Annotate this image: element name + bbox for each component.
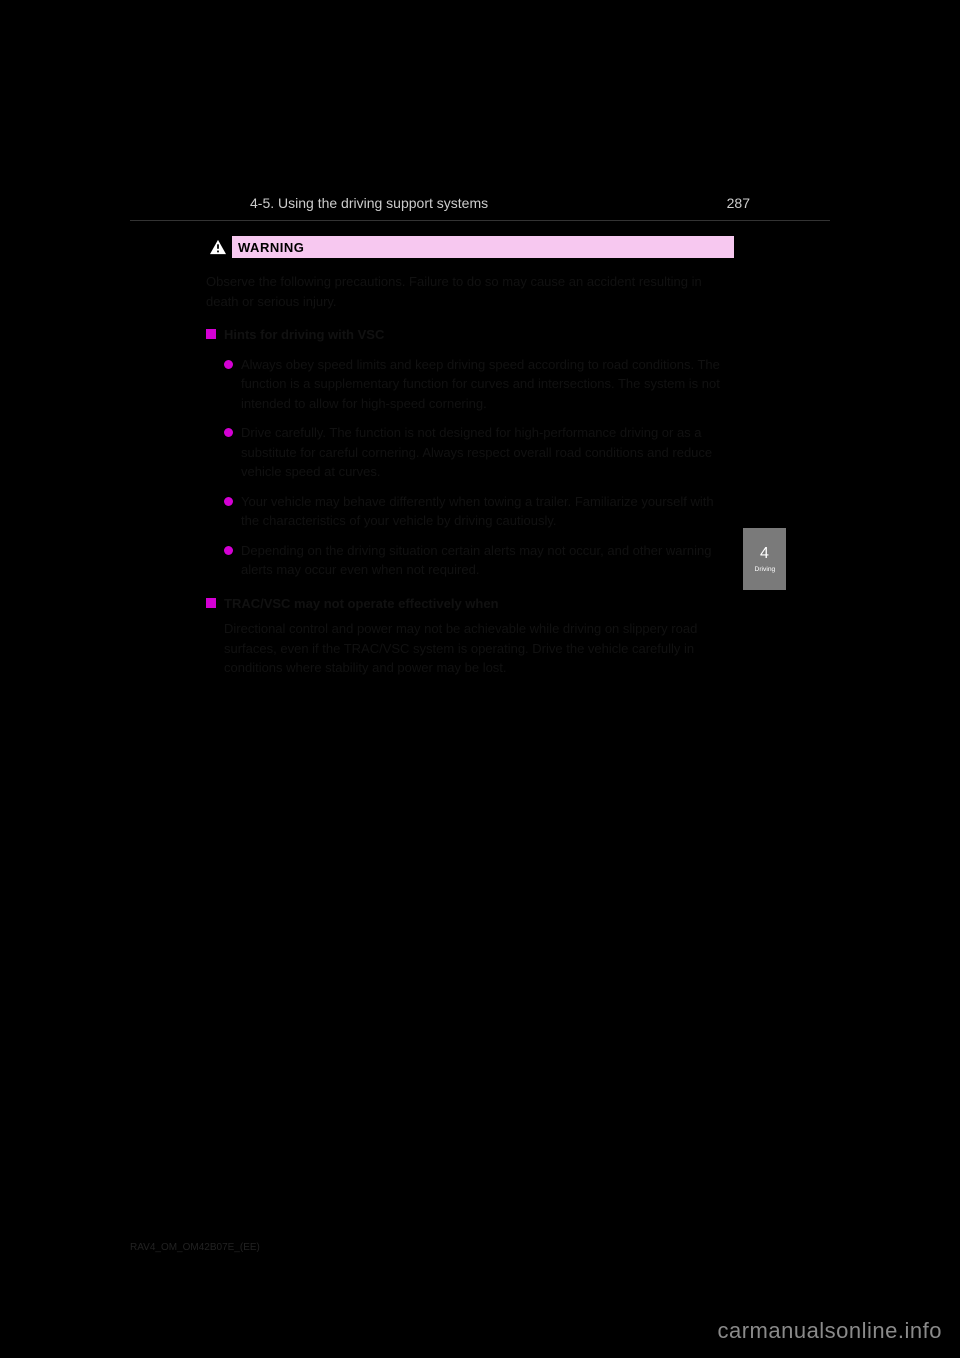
watermark-text: carmanualsonline.info [717, 1318, 942, 1344]
square-bullet-icon [206, 329, 216, 339]
chapter-tab: 4 Driving [743, 528, 786, 590]
section-title: TRAC/VSC may not operate effectively whe… [224, 594, 499, 614]
section-body: Directional control and power may not be… [224, 619, 730, 678]
page-number: 287 [727, 195, 750, 211]
warning-icon [204, 236, 232, 258]
chapter-number: 4 [760, 545, 769, 563]
bullet-item: Depending on the driving situation certa… [206, 541, 730, 580]
bullet-item: Drive carefully. The function is not des… [206, 423, 730, 482]
bullet-text: Depending on the driving situation certa… [241, 541, 730, 580]
square-bullet-icon [206, 598, 216, 608]
round-bullet-icon [224, 428, 233, 437]
bullet-text: Your vehicle may behave differently when… [241, 492, 730, 531]
warning-banner: WARNING [204, 236, 734, 258]
manual-page: 287 4-5. Using the driving support syste… [0, 0, 960, 1358]
chapter-label: Driving [754, 566, 775, 573]
warning-label: WARNING [238, 240, 304, 255]
warning-content: Observe the following precautions. Failu… [206, 272, 730, 678]
section-title: Hints for driving with VSC [224, 325, 384, 345]
bullet-text: Always obey speed limits and keep drivin… [241, 355, 730, 414]
round-bullet-icon [224, 497, 233, 506]
round-bullet-icon [224, 360, 233, 369]
intro-paragraph: Observe the following precautions. Failu… [206, 272, 730, 311]
section-reference: 4-5. Using the driving support systems [250, 195, 488, 211]
bullet-item: Always obey speed limits and keep drivin… [206, 355, 730, 414]
header-divider [130, 220, 830, 221]
round-bullet-icon [224, 546, 233, 555]
bullet-item: Your vehicle may behave differently when… [206, 492, 730, 531]
bullet-text: Drive carefully. The function is not des… [241, 423, 730, 482]
document-code: RAV4_OM_OM42B07E_(EE) [130, 1242, 260, 1253]
warning-section: Hints for driving with VSC Always obey s… [206, 325, 730, 580]
warning-section: TRAC/VSC may not operate effectively whe… [206, 594, 730, 678]
